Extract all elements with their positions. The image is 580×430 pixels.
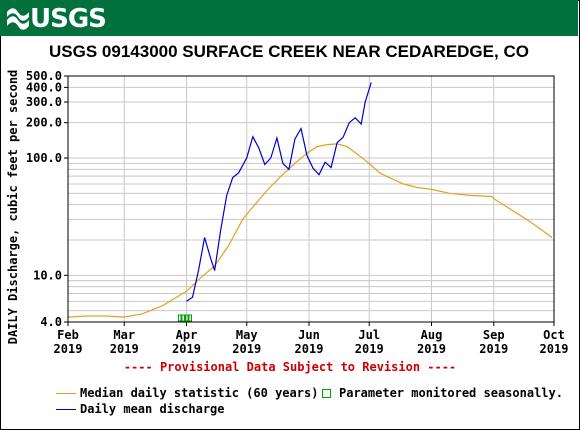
y-axis-label: DAILY Discharge, cubic feet per second — [6, 70, 20, 345]
x-tick-label-year: 2019 — [54, 342, 83, 356]
x-tick-label-year: 2019 — [479, 342, 508, 356]
median-series-line — [67, 143, 553, 318]
seasonal-marker-box — [184, 314, 189, 322]
x-tick-label-month: Jul — [358, 328, 380, 342]
x-tick-label-month: Mar — [113, 328, 135, 342]
legend-seasonal: Parameter monitored seasonally. — [322, 386, 563, 400]
y-tick-label: 100.0 — [26, 151, 62, 165]
legend-daily: Daily mean discharge — [56, 402, 225, 416]
legend-seasonal-box-icon — [322, 389, 331, 398]
plot-area — [68, 76, 554, 322]
x-tick-label-month: Feb — [57, 328, 79, 342]
y-tick-label: 10.0 — [33, 268, 62, 282]
y-tick-label: 400.0 — [26, 80, 62, 94]
x-tick-label-month: Aug — [421, 328, 443, 342]
provisional-note: ---- Provisional Data Subject to Revisio… — [124, 360, 456, 374]
legend-seasonal-label: Parameter monitored seasonally. — [339, 386, 563, 400]
plot-border — [67, 75, 555, 323]
y-tick-label: 500.0 — [26, 69, 62, 83]
usgs-logo-text: USGS — [30, 4, 107, 34]
x-tick-label-month: May — [236, 328, 258, 342]
x-tick-label-year: 2019 — [295, 342, 324, 356]
x-tick-label-year: 2019 — [355, 342, 384, 356]
seasonal-marker-box — [181, 314, 185, 322]
legend-median-label: Median daily statistic (60 years) — [80, 386, 319, 400]
x-tick-label-month: Sep — [483, 328, 505, 342]
legend-daily-label: Daily mean discharge — [80, 402, 225, 416]
daily-mean-series-line — [186, 82, 372, 302]
legend-median-line — [56, 393, 76, 394]
x-tick-label-year: 2019 — [172, 342, 201, 356]
x-tick-label-month: Jun — [298, 328, 320, 342]
y-tick-label: 200.0 — [26, 116, 62, 130]
seasonal-marker-box — [188, 314, 193, 322]
x-tick-label-year: 2019 — [540, 342, 569, 356]
usgs-logo-icon — [7, 8, 29, 30]
x-tick-label-year: 2019 — [417, 342, 446, 356]
usgs-banner: USGS — [0, 0, 578, 36]
x-tick-label-year: 2019 — [110, 342, 139, 356]
y-tick-label: 4.0 — [40, 315, 62, 329]
x-tick-label-year: 2019 — [232, 342, 261, 356]
legend-daily-line — [56, 409, 76, 410]
legend-median: Median daily statistic (60 years) — [56, 386, 318, 400]
chart-title: USGS 09143000 SURFACE CREEK NEAR CEDARED… — [49, 42, 529, 61]
seasonal-marker-box — [177, 314, 182, 322]
x-tick-label-month: Oct — [543, 328, 565, 342]
x-tick-label-month: Apr — [176, 328, 198, 342]
y-tick-label: 300.0 — [26, 95, 62, 109]
